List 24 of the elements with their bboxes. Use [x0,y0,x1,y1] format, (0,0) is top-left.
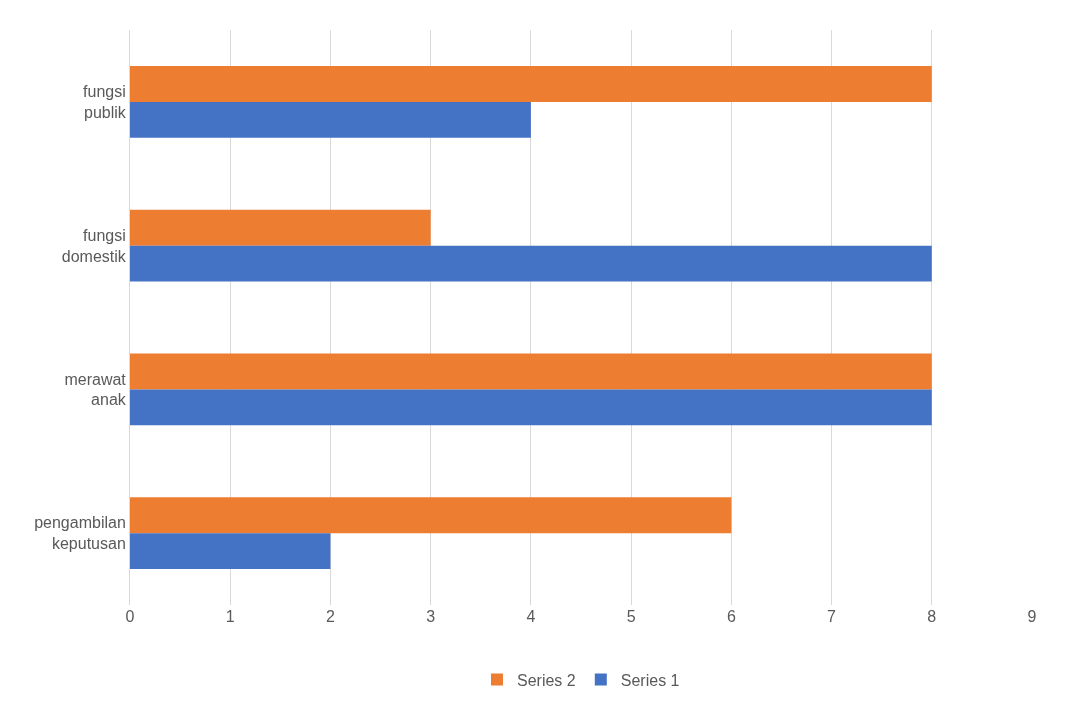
bar [130,389,932,426]
y-tick-label: merawat anak [64,370,127,409]
x-tick-label: 9 [1027,608,1037,625]
x-tick-label: 6 [726,608,736,625]
x-tick-label: 1 [225,608,235,625]
bar [130,353,932,390]
x-tick-label: 8 [927,608,937,625]
x-tick-label: 0 [125,608,135,625]
x-tick-label: 5 [626,608,636,625]
x-tick-label: 2 [325,608,335,625]
legend-label: Series 1 [620,671,680,689]
bar [130,65,932,102]
x-tick-label: 4 [526,608,536,625]
y-tick-label: fungsi publik [83,83,127,121]
y-tick-label: pengambilan keputusan [34,514,126,553]
bar [130,497,732,534]
bar [130,533,331,570]
bar [130,209,431,246]
bar [130,245,932,282]
x-tick-label: 7 [827,608,837,625]
legend-label: Series 2 [517,671,576,689]
x-tick-label: 3 [426,608,436,625]
bar [130,101,531,138]
y-tick-label: fungsi domestik [61,226,127,265]
